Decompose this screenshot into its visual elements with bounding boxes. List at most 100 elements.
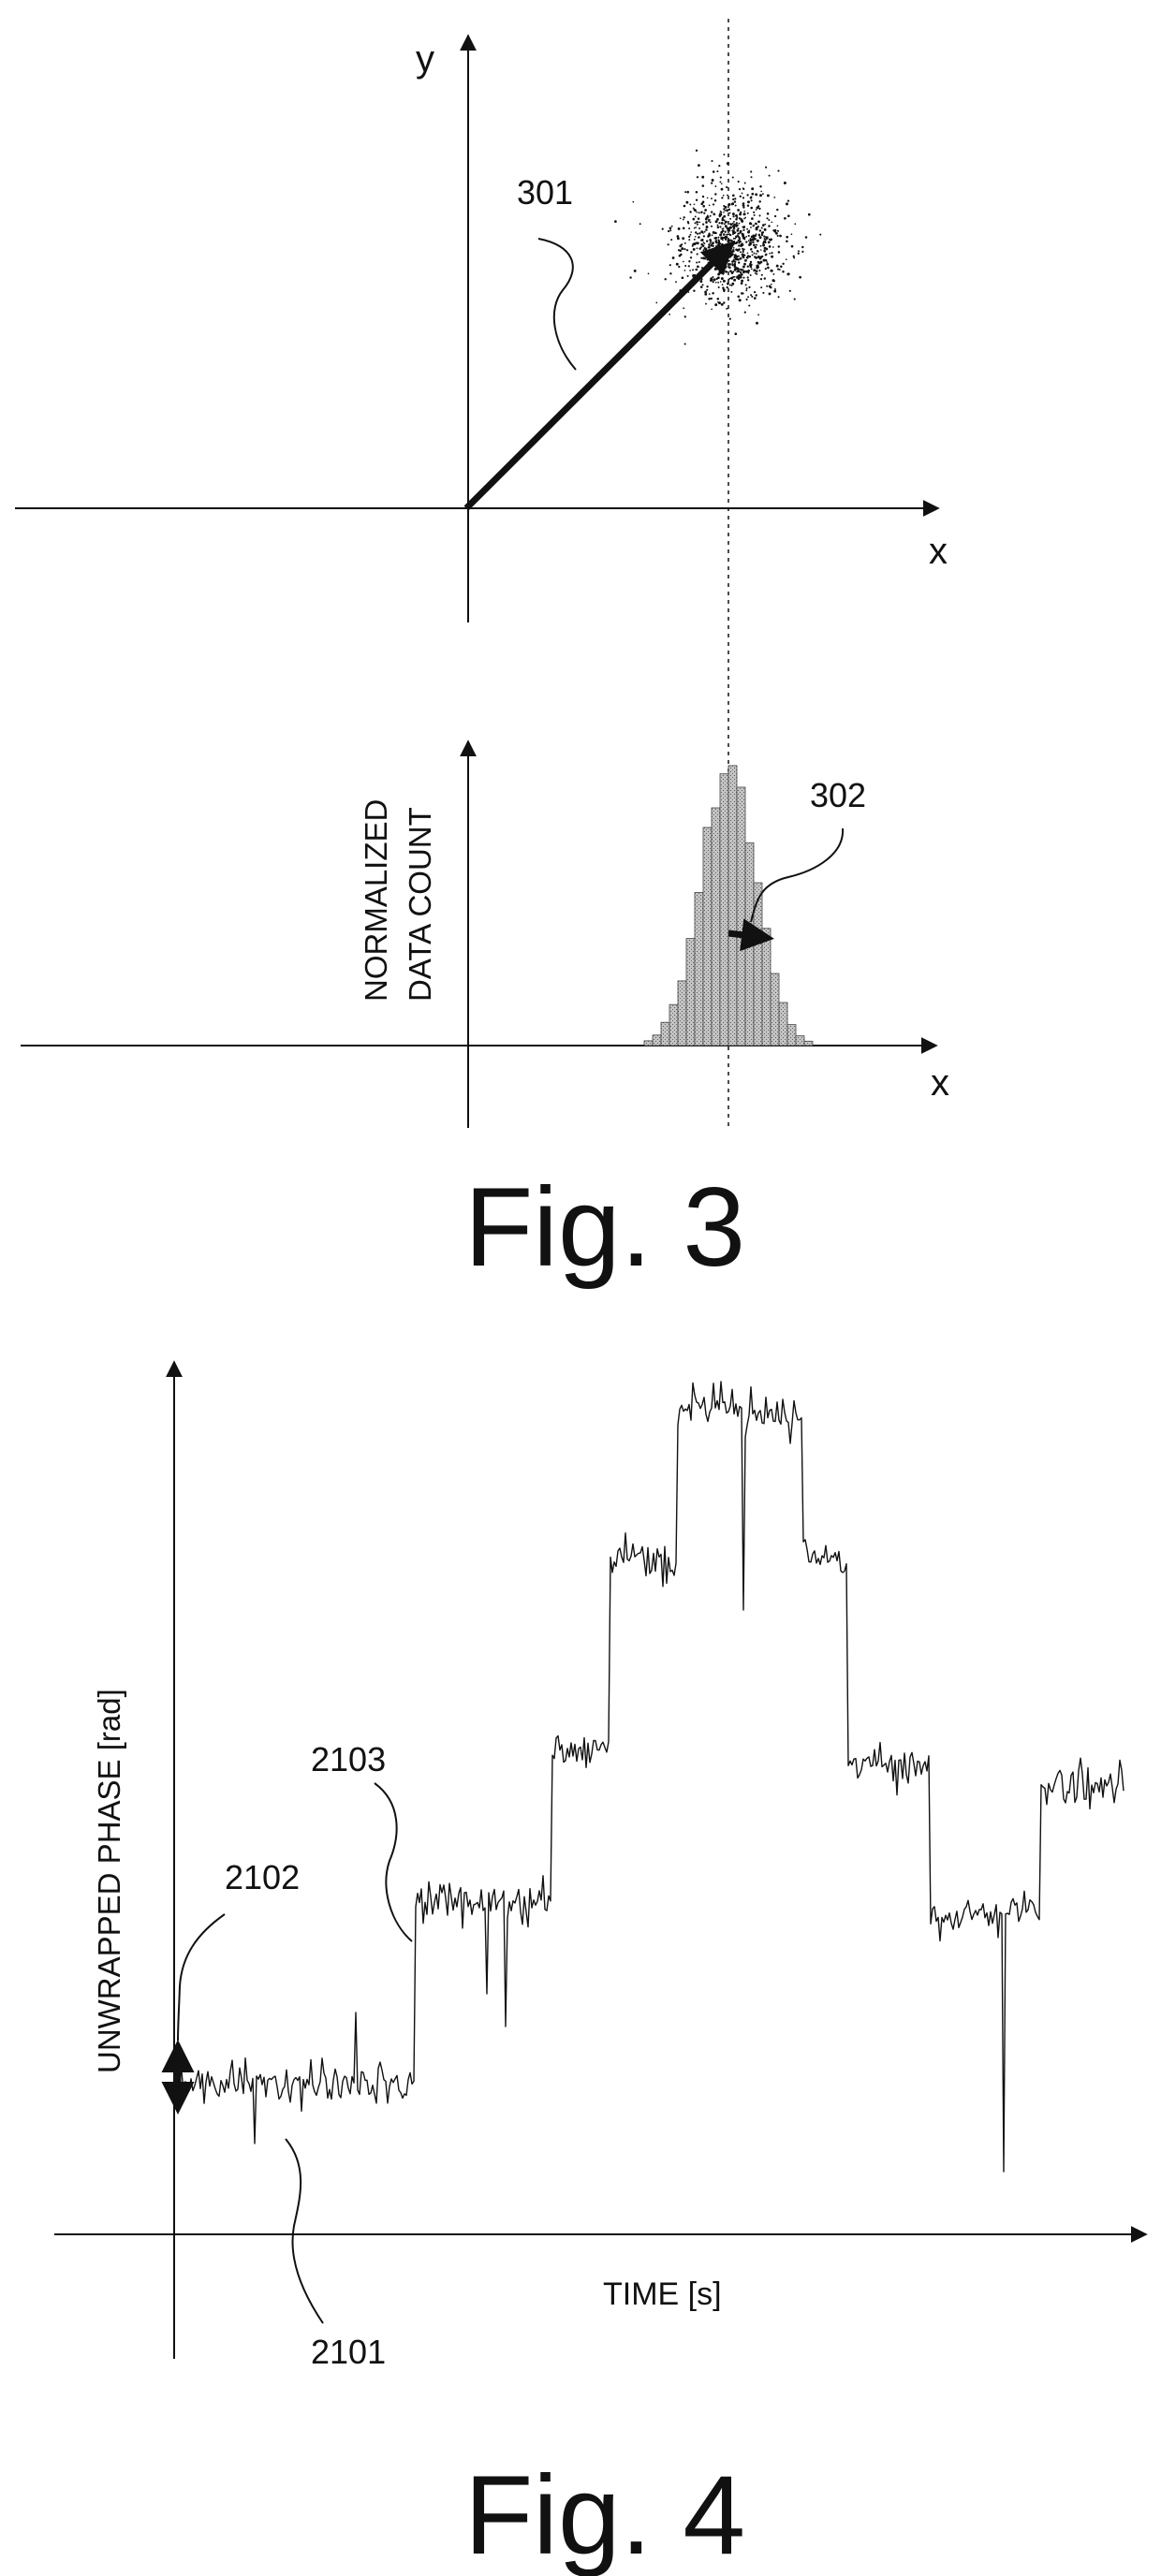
scatter-dot bbox=[754, 297, 757, 300]
scatter-dot bbox=[738, 240, 740, 242]
scatter-dot bbox=[723, 233, 726, 236]
histogram-bar bbox=[779, 1003, 787, 1046]
scatter-dot bbox=[753, 244, 756, 247]
scatter-dot bbox=[737, 249, 740, 252]
scatter-dot bbox=[793, 257, 795, 259]
scatter-dot bbox=[688, 265, 690, 267]
scatter-dot bbox=[682, 237, 684, 240]
scatter-dot bbox=[757, 251, 759, 253]
scatter-dot bbox=[769, 292, 772, 295]
scatter-dot bbox=[683, 261, 684, 263]
scatter-dot bbox=[670, 239, 672, 241]
scatter-dot bbox=[732, 271, 734, 272]
scatter-dot bbox=[769, 175, 771, 177]
scatter-dot bbox=[763, 259, 766, 262]
scatter-dot bbox=[706, 240, 708, 242]
scatter-dot bbox=[738, 242, 740, 243]
scatter-dot bbox=[694, 239, 696, 241]
scatter-dot bbox=[742, 197, 744, 198]
scatter-dot bbox=[756, 206, 758, 209]
scatter-dot bbox=[711, 249, 713, 252]
scatter-dot bbox=[742, 266, 745, 269]
scatter-dot bbox=[723, 280, 726, 283]
scatter-dot bbox=[751, 217, 754, 220]
scatter-dot bbox=[734, 256, 737, 258]
scatter-dot bbox=[678, 227, 681, 230]
scatter-dot bbox=[700, 202, 703, 205]
scatter-dot bbox=[734, 231, 736, 233]
scatter-dot bbox=[682, 277, 684, 280]
scatter-dot bbox=[728, 260, 730, 262]
scatter-dot bbox=[762, 243, 765, 246]
scatter-dot bbox=[761, 227, 763, 228]
scatter-dot bbox=[672, 256, 675, 259]
scatter-dot bbox=[756, 227, 758, 229]
scatter-dot bbox=[704, 242, 706, 244]
histogram bbox=[644, 766, 813, 1046]
scatter-dot bbox=[753, 269, 756, 271]
scatter-dot bbox=[750, 227, 752, 228]
scatter-dot bbox=[740, 231, 742, 233]
scatter-dot bbox=[730, 251, 732, 253]
scatter-dot bbox=[772, 273, 774, 275]
scatter-dot bbox=[788, 273, 790, 275]
scatter-dot bbox=[704, 231, 706, 233]
histogram-bar bbox=[653, 1035, 661, 1046]
scatter-dot bbox=[720, 247, 722, 249]
scatter-dot bbox=[731, 254, 733, 256]
scatter-dot bbox=[738, 237, 740, 239]
scatter-dot bbox=[689, 204, 691, 206]
scatter-dot bbox=[726, 209, 728, 212]
scatter-dot bbox=[748, 235, 750, 237]
scatter-dot bbox=[745, 241, 747, 242]
scatter-dot bbox=[723, 212, 725, 213]
scatter-dot bbox=[697, 247, 698, 249]
scatter-dot bbox=[725, 271, 727, 273]
scatter-dot bbox=[694, 209, 696, 211]
scatter-dot bbox=[737, 268, 739, 270]
scatter-dot bbox=[639, 223, 641, 225]
scatter-dot bbox=[750, 294, 752, 296]
histogram-bar bbox=[728, 766, 737, 1046]
scatter-dot bbox=[754, 291, 756, 293]
scatter-dot bbox=[765, 239, 767, 241]
scatter-dot bbox=[668, 230, 669, 232]
scatter-dot bbox=[664, 278, 666, 280]
scatter-dot bbox=[684, 343, 686, 344]
scatter-dot bbox=[771, 284, 772, 285]
scatter-dot bbox=[728, 209, 730, 211]
scatter-dot bbox=[744, 183, 746, 184]
scatter-dot bbox=[761, 234, 763, 236]
scatter-dot bbox=[711, 226, 713, 227]
scatter-dot bbox=[629, 276, 631, 278]
scatter-dot bbox=[787, 214, 790, 217]
scatter-dot bbox=[757, 221, 760, 224]
scatter-dot bbox=[751, 193, 754, 196]
scatter-dot bbox=[718, 214, 721, 217]
scatter-dot bbox=[723, 208, 725, 210]
scatter-dot bbox=[700, 230, 703, 233]
scatter-dot bbox=[765, 254, 767, 256]
scatter-dot bbox=[748, 304, 750, 306]
scatter-dot bbox=[728, 233, 730, 235]
scatter-dot bbox=[786, 258, 787, 260]
x-axis-label: x bbox=[931, 1062, 949, 1104]
scatter-dot bbox=[768, 225, 771, 227]
scatter-dot bbox=[737, 295, 740, 298]
scatter-dot bbox=[731, 240, 733, 242]
scatter-dot bbox=[754, 214, 756, 216]
scatter-dot bbox=[740, 257, 742, 260]
scatter-dot bbox=[702, 245, 704, 247]
scatter-dot bbox=[750, 170, 752, 172]
histogram-bar bbox=[669, 1004, 678, 1046]
scatter-dot bbox=[740, 196, 742, 198]
scatter-dot bbox=[721, 246, 723, 248]
scatter-dot bbox=[715, 249, 717, 251]
fig4: UNWRAPPED PHASE [rad] TIME [s] 2102 2103… bbox=[54, 1362, 1146, 2576]
scatter-dot bbox=[724, 262, 726, 264]
scatter-dot bbox=[710, 253, 712, 255]
scatter-dot bbox=[770, 238, 772, 241]
scatter-dot bbox=[750, 274, 752, 276]
scatter-dot bbox=[764, 228, 767, 231]
scatter-dot bbox=[721, 222, 724, 225]
